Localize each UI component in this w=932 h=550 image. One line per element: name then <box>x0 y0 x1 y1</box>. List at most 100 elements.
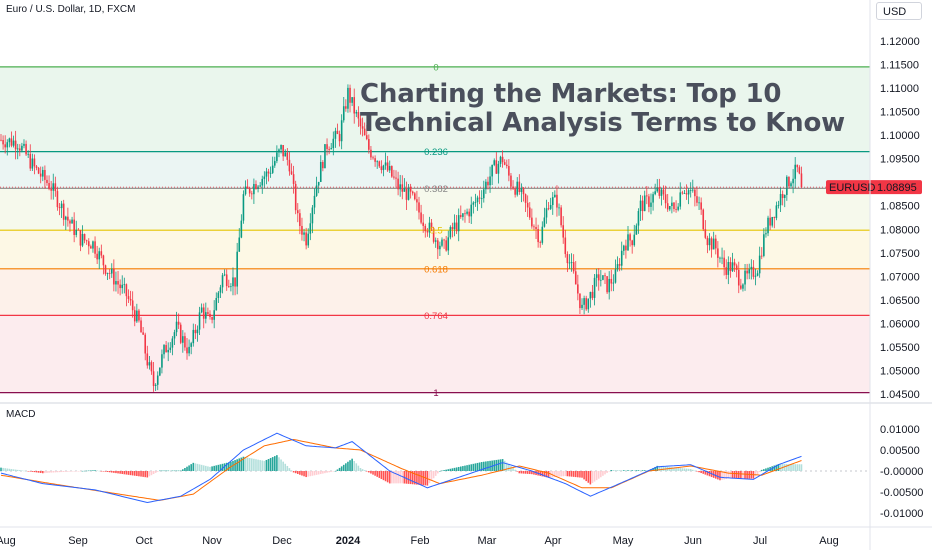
candle-body[interactable] <box>251 193 253 195</box>
candle-body[interactable] <box>349 87 351 103</box>
candle-body[interactable] <box>449 227 452 238</box>
candle-body[interactable] <box>311 207 314 224</box>
candle-body[interactable] <box>453 222 456 230</box>
candle-body[interactable] <box>783 194 786 199</box>
candle-body[interactable] <box>340 120 343 142</box>
candle-body[interactable] <box>758 255 761 274</box>
candle-body[interactable] <box>432 228 435 242</box>
macd-pane[interactable] <box>0 432 870 504</box>
candle-body[interactable] <box>781 194 784 199</box>
candle-body[interactable] <box>447 237 450 251</box>
candle-body[interactable] <box>574 271 577 285</box>
candle-body[interactable] <box>315 185 318 196</box>
candle-body[interactable] <box>399 184 401 190</box>
candle-body[interactable] <box>501 156 504 163</box>
candle-body[interactable] <box>56 191 59 208</box>
candle-body[interactable] <box>403 188 406 192</box>
candle-body[interactable] <box>117 281 119 285</box>
candle-body[interactable] <box>42 169 44 177</box>
candle-body[interactable] <box>284 152 287 157</box>
candle-body[interactable] <box>648 196 650 207</box>
candle-body[interactable] <box>79 230 82 246</box>
candle-body[interactable] <box>94 241 96 254</box>
candle-body[interactable] <box>725 267 728 275</box>
candle-body[interactable] <box>702 209 705 230</box>
candle-body[interactable] <box>625 245 627 251</box>
candle-body[interactable] <box>765 233 767 235</box>
candle-body[interactable] <box>687 190 690 195</box>
candle-body[interactable] <box>397 178 399 190</box>
candle-body[interactable] <box>106 272 109 274</box>
candle-body[interactable] <box>202 307 205 319</box>
candle-body[interactable] <box>27 153 29 155</box>
candle-body[interactable] <box>428 222 431 233</box>
candle-body[interactable] <box>33 158 36 167</box>
candle-body[interactable] <box>767 217 769 234</box>
candle-body[interactable] <box>8 138 11 143</box>
candle-body[interactable] <box>558 207 560 209</box>
candle-body[interactable] <box>324 144 326 169</box>
candle-body[interactable] <box>499 156 502 164</box>
candle-body[interactable] <box>342 106 345 121</box>
candle-body[interactable] <box>407 186 410 200</box>
candle-body[interactable] <box>171 338 174 348</box>
candle-body[interactable] <box>221 275 224 288</box>
candle-body[interactable] <box>309 223 312 234</box>
candle-body[interactable] <box>719 257 721 259</box>
candle-body[interactable] <box>712 238 715 250</box>
candle-body[interactable] <box>414 193 416 200</box>
candle-body[interactable] <box>242 194 245 221</box>
candle-body[interactable] <box>577 284 579 294</box>
candle-body[interactable] <box>737 269 740 286</box>
candle-body[interactable] <box>556 194 558 208</box>
candle-body[interactable] <box>292 174 295 184</box>
candle-body[interactable] <box>600 279 602 281</box>
candle-body[interactable] <box>282 145 284 157</box>
candle-body[interactable] <box>700 202 702 210</box>
macd-signal-line[interactable] <box>0 438 802 501</box>
candle-body[interactable] <box>740 285 742 289</box>
candle-body[interactable] <box>489 176 491 186</box>
candle-body[interactable] <box>760 255 763 257</box>
candle-body[interactable] <box>620 250 623 266</box>
candle-body[interactable] <box>466 211 468 214</box>
candle-body[interactable] <box>775 205 778 219</box>
candle-body[interactable] <box>733 262 736 266</box>
candle-body[interactable] <box>570 262 573 263</box>
candle-body[interactable] <box>771 216 774 226</box>
candle-body[interactable] <box>664 194 667 204</box>
candle-body[interactable] <box>393 176 395 178</box>
macd-axis[interactable]: 0.01000 0.00500 -0.00000 -0.00500 -0.01000 <box>880 424 923 520</box>
candle-body[interactable] <box>98 251 101 260</box>
candle-body[interactable] <box>637 211 640 226</box>
candle-body[interactable] <box>108 272 111 274</box>
candle-body[interactable] <box>671 202 673 207</box>
candle-body[interactable] <box>539 242 542 243</box>
candle-body[interactable] <box>37 167 40 174</box>
candle-body[interactable] <box>154 384 157 386</box>
candle-body[interactable] <box>763 234 765 256</box>
candle-body[interactable] <box>434 240 437 242</box>
candle-body[interactable] <box>6 142 9 148</box>
candle-body[interactable] <box>694 189 696 197</box>
candle-body[interactable] <box>205 312 207 319</box>
candle-body[interactable] <box>211 317 213 320</box>
candle-body[interactable] <box>148 362 151 366</box>
candle-body[interactable] <box>85 240 88 242</box>
candle-body[interactable] <box>248 188 251 194</box>
candle-body[interactable] <box>391 166 393 177</box>
candle-body[interactable] <box>735 265 738 270</box>
candle-body[interactable] <box>508 166 510 176</box>
candle-body[interactable] <box>372 157 374 159</box>
candle-body[interactable] <box>520 188 523 193</box>
candle-body[interactable] <box>188 346 190 354</box>
candle-body[interactable] <box>69 220 71 224</box>
candle-body[interactable] <box>437 240 439 250</box>
candle-body[interactable] <box>618 264 621 266</box>
candle-body[interactable] <box>81 234 84 246</box>
candle-body[interactable] <box>608 278 610 293</box>
candle-body[interactable] <box>0 139 2 141</box>
candle-body[interactable] <box>50 188 52 191</box>
candle-body[interactable] <box>179 324 182 343</box>
candle-body[interactable] <box>133 310 136 322</box>
